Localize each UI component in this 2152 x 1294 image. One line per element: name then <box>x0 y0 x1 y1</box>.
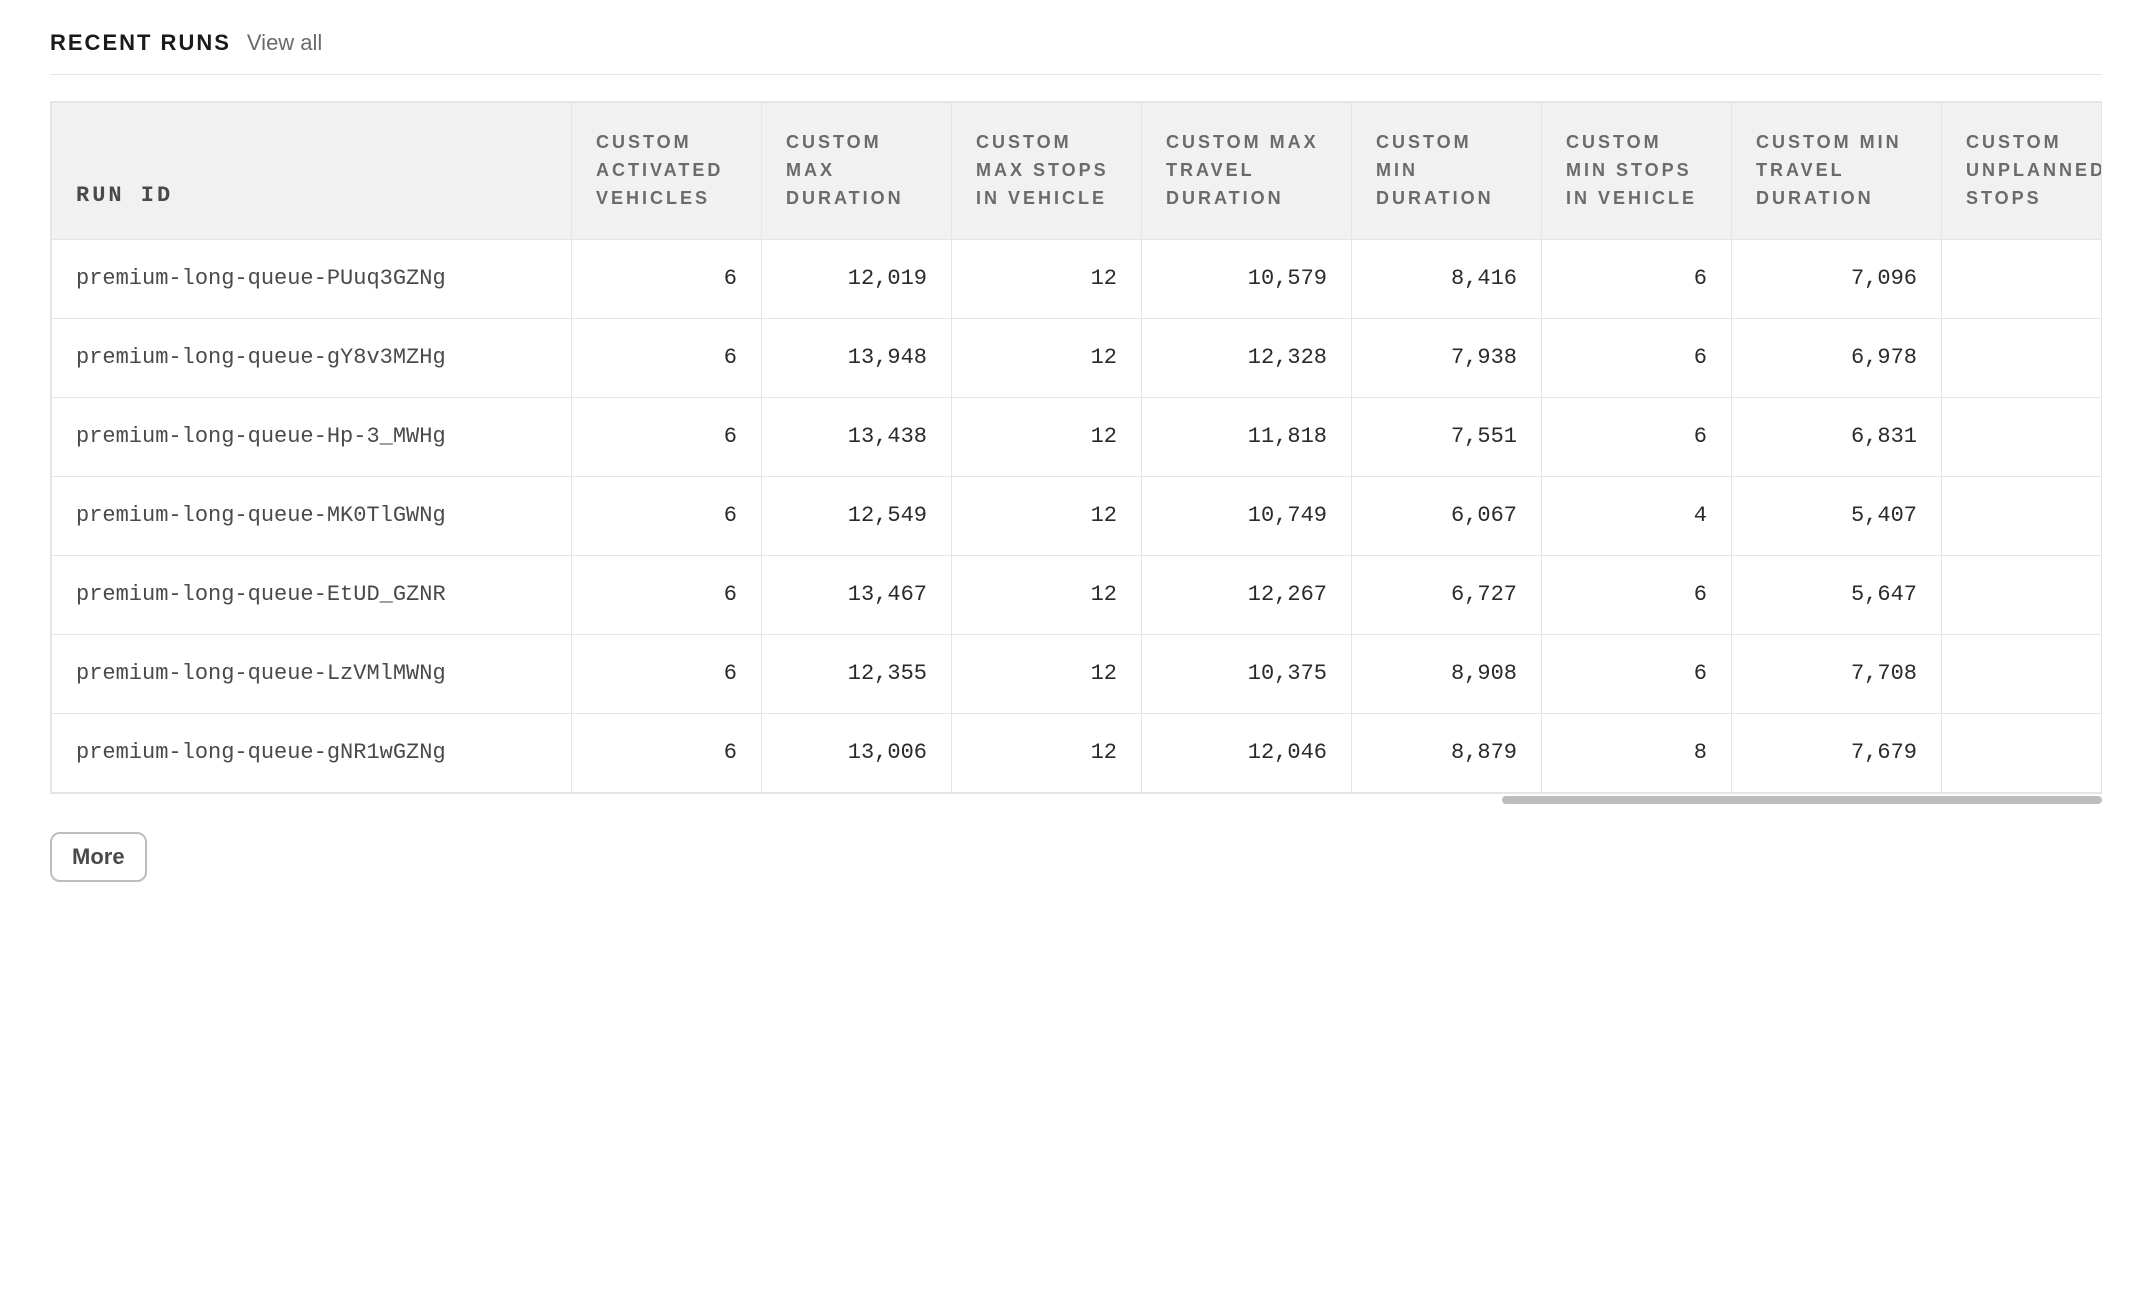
max_duration-cell: 13,467 <box>762 556 952 635</box>
max_stops_in_vehicle-cell: 12 <box>952 397 1142 476</box>
column-header-min_travel_duration[interactable]: CUSTOM MIN TRAVEL DURATION <box>1732 103 1942 240</box>
recent-runs-table: RUN IDCUSTOM ACTIVATED VEHICLESCUSTOM MA… <box>51 102 2102 793</box>
unplanned_stops-cell: 0 <box>1942 318 2103 397</box>
activated_vehicles-cell: 6 <box>572 397 762 476</box>
table-row[interactable]: premium-long-queue-PUuq3GZNg612,0191210,… <box>52 239 2103 318</box>
table-row[interactable]: premium-long-queue-gNR1wGZNg613,0061212,… <box>52 714 2103 793</box>
activated_vehicles-cell: 6 <box>572 556 762 635</box>
max_travel_duration-cell: 11,818 <box>1142 397 1352 476</box>
unplanned_stops-cell: 0 <box>1942 635 2103 714</box>
run-id-cell: premium-long-queue-LzVMlMWNg <box>52 635 572 714</box>
min_travel_duration-cell: 7,679 <box>1732 714 1942 793</box>
min_travel_duration-cell: 7,096 <box>1732 239 1942 318</box>
unplanned_stops-cell: 0 <box>1942 397 2103 476</box>
unplanned_stops-cell: 0 <box>1942 476 2103 555</box>
max_duration-cell: 12,019 <box>762 239 952 318</box>
min_travel_duration-cell: 6,831 <box>1732 397 1942 476</box>
min_duration-cell: 7,938 <box>1352 318 1542 397</box>
max_travel_duration-cell: 10,375 <box>1142 635 1352 714</box>
min_travel_duration-cell: 5,407 <box>1732 476 1942 555</box>
max_travel_duration-cell: 12,046 <box>1142 714 1352 793</box>
max_travel_duration-cell: 12,328 <box>1142 318 1352 397</box>
min_stops_in_vehicle-cell: 6 <box>1542 635 1732 714</box>
max_duration-cell: 12,355 <box>762 635 952 714</box>
max_duration-cell: 13,438 <box>762 397 952 476</box>
max_stops_in_vehicle-cell: 12 <box>952 318 1142 397</box>
activated_vehicles-cell: 6 <box>572 318 762 397</box>
min_travel_duration-cell: 5,647 <box>1732 556 1942 635</box>
table-row[interactable]: premium-long-queue-gY8v3MZHg613,9481212,… <box>52 318 2103 397</box>
more-button[interactable]: More <box>50 832 147 882</box>
max_stops_in_vehicle-cell: 12 <box>952 239 1142 318</box>
run-id-cell: premium-long-queue-Hp-3_MWHg <box>52 397 572 476</box>
table-scroll-container[interactable]: RUN IDCUSTOM ACTIVATED VEHICLESCUSTOM MA… <box>50 101 2102 794</box>
max_stops_in_vehicle-cell: 12 <box>952 476 1142 555</box>
max_duration-cell: 13,006 <box>762 714 952 793</box>
min_stops_in_vehicle-cell: 6 <box>1542 318 1732 397</box>
table-row[interactable]: premium-long-queue-Hp-3_MWHg613,4381211,… <box>52 397 2103 476</box>
run-id-cell: premium-long-queue-gNR1wGZNg <box>52 714 572 793</box>
column-header-activated_vehicles[interactable]: CUSTOM ACTIVATED VEHICLES <box>572 103 762 240</box>
column-header-run_id[interactable]: RUN ID <box>52 103 572 240</box>
unplanned_stops-cell: 0 <box>1942 556 2103 635</box>
table-row[interactable]: premium-long-queue-MK0TlGWNg612,5491210,… <box>52 476 2103 555</box>
min_stops_in_vehicle-cell: 6 <box>1542 239 1732 318</box>
min_travel_duration-cell: 6,978 <box>1732 318 1942 397</box>
unplanned_stops-cell: 0 <box>1942 714 2103 793</box>
section-header: RECENT RUNS View all <box>50 30 2102 75</box>
max_travel_duration-cell: 10,579 <box>1142 239 1352 318</box>
column-header-min_duration[interactable]: CUSTOM MIN DURATION <box>1352 103 1542 240</box>
min_duration-cell: 8,879 <box>1352 714 1542 793</box>
max_stops_in_vehicle-cell: 12 <box>952 635 1142 714</box>
min_duration-cell: 8,908 <box>1352 635 1542 714</box>
table-row[interactable]: premium-long-queue-EtUD_GZNR613,4671212,… <box>52 556 2103 635</box>
max_duration-cell: 12,549 <box>762 476 952 555</box>
run-id-cell: premium-long-queue-MK0TlGWNg <box>52 476 572 555</box>
min_stops_in_vehicle-cell: 6 <box>1542 556 1732 635</box>
max_travel_duration-cell: 10,749 <box>1142 476 1352 555</box>
table-header-row: RUN IDCUSTOM ACTIVATED VEHICLESCUSTOM MA… <box>52 103 2103 240</box>
view-all-link[interactable]: View all <box>247 30 322 56</box>
activated_vehicles-cell: 6 <box>572 635 762 714</box>
unplanned_stops-cell: 0 <box>1942 239 2103 318</box>
horizontal-scrollbar-track <box>50 794 2102 804</box>
column-header-max_stops_in_vehicle[interactable]: CUSTOM MAX STOPS IN VEHICLE <box>952 103 1142 240</box>
min_stops_in_vehicle-cell: 4 <box>1542 476 1732 555</box>
min_duration-cell: 7,551 <box>1352 397 1542 476</box>
max_duration-cell: 13,948 <box>762 318 952 397</box>
table-row[interactable]: premium-long-queue-LzVMlMWNg612,3551210,… <box>52 635 2103 714</box>
section-title: RECENT RUNS <box>50 30 231 56</box>
min_travel_duration-cell: 7,708 <box>1732 635 1942 714</box>
table-footer: More <box>50 832 2102 882</box>
column-header-min_stops_in_vehicle[interactable]: CUSTOM MIN STOPS IN VEHICLE <box>1542 103 1732 240</box>
run-id-cell: premium-long-queue-PUuq3GZNg <box>52 239 572 318</box>
min_duration-cell: 6,067 <box>1352 476 1542 555</box>
min_duration-cell: 6,727 <box>1352 556 1542 635</box>
column-header-unplanned_stops[interactable]: CUSTOM UNPLANNED STOPS <box>1942 103 2103 240</box>
activated_vehicles-cell: 6 <box>572 476 762 555</box>
activated_vehicles-cell: 6 <box>572 714 762 793</box>
max_travel_duration-cell: 12,267 <box>1142 556 1352 635</box>
min_stops_in_vehicle-cell: 8 <box>1542 714 1732 793</box>
max_stops_in_vehicle-cell: 12 <box>952 556 1142 635</box>
min_stops_in_vehicle-cell: 6 <box>1542 397 1732 476</box>
activated_vehicles-cell: 6 <box>572 239 762 318</box>
horizontal-scrollbar-thumb[interactable] <box>1502 796 2102 804</box>
min_duration-cell: 8,416 <box>1352 239 1542 318</box>
column-header-max_travel_duration[interactable]: CUSTOM MAX TRAVEL DURATION <box>1142 103 1352 240</box>
max_stops_in_vehicle-cell: 12 <box>952 714 1142 793</box>
page: RECENT RUNS View all RUN IDCUSTOM ACTIVA… <box>0 0 2152 932</box>
column-header-max_duration[interactable]: CUSTOM MAX DURATION <box>762 103 952 240</box>
run-id-cell: premium-long-queue-EtUD_GZNR <box>52 556 572 635</box>
run-id-cell: premium-long-queue-gY8v3MZHg <box>52 318 572 397</box>
